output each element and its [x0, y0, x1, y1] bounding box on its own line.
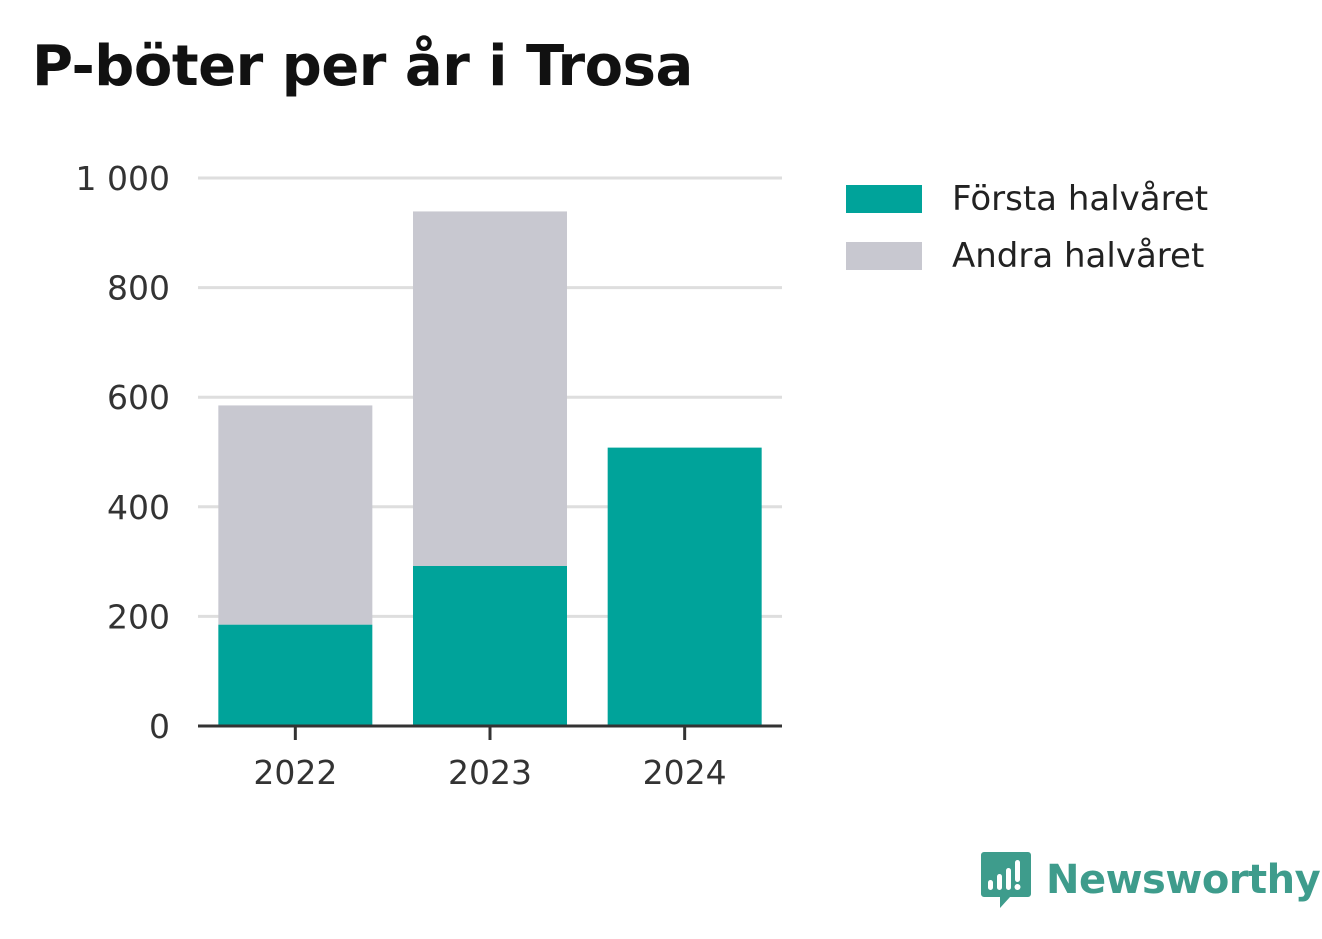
bar-2023-andra — [413, 211, 567, 566]
legend-label-andra: Andra halvåret — [952, 235, 1205, 276]
x-tick-label: 2022 — [253, 753, 337, 792]
y-tick-label: 0 — [149, 707, 170, 746]
bar-2022-forsta — [218, 624, 373, 726]
y-tick-label: 800 — [107, 269, 170, 308]
legend-item-andra: Andra halvåret — [846, 227, 1208, 284]
y-tick-label: 1 000 — [76, 159, 170, 198]
legend: Första halvåret Andra halvåret — [846, 170, 1208, 284]
bar-2024-forsta — [607, 447, 762, 726]
legend-swatch-andra — [846, 241, 922, 270]
legend-label-forsta: Första halvåret — [952, 178, 1209, 219]
y-tick-label: 200 — [107, 597, 170, 636]
chart-title: P-böter per år i Trosa — [32, 34, 693, 99]
x-tick-label: 2024 — [643, 753, 727, 792]
y-axis-labels: 0 200 400 600 800 1 000 — [76, 159, 170, 746]
newsworthy-logo-icon — [981, 852, 1031, 908]
bars — [218, 211, 762, 726]
y-tick-label: 400 — [107, 488, 170, 527]
brand-name: Newsworthy — [1046, 857, 1321, 903]
legend-item-forsta: Första halvåret — [846, 170, 1208, 227]
legend-swatch-forsta — [846, 184, 922, 213]
bar-2022-andra — [218, 405, 373, 625]
bar-2023-forsta — [413, 565, 567, 726]
x-tick-label: 2023 — [448, 753, 532, 792]
x-axis: 2022 2023 2024 — [198, 724, 782, 792]
brand-logo: Newsworthy — [980, 850, 1321, 910]
y-tick-label: 600 — [107, 378, 170, 417]
